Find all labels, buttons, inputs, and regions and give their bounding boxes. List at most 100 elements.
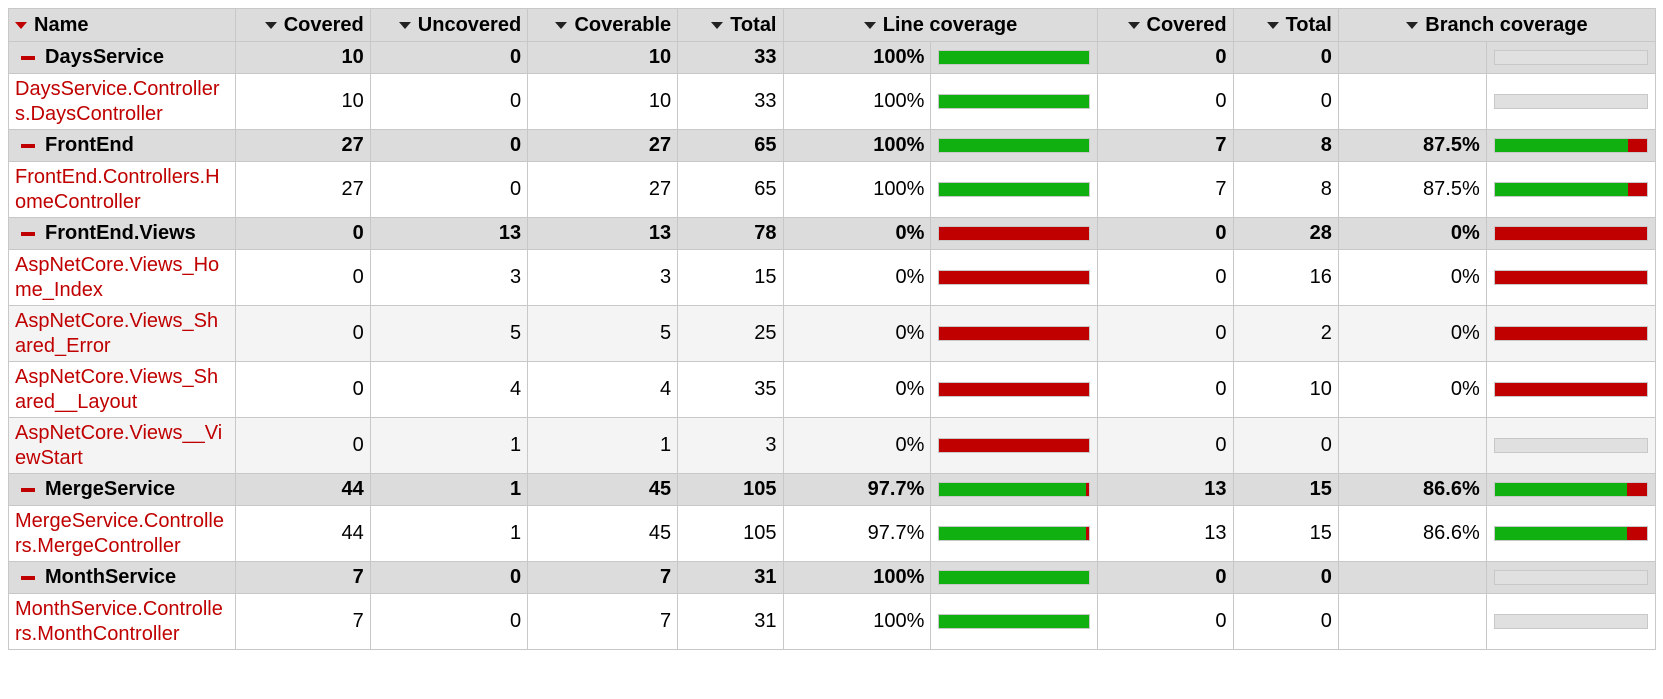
branch-covered-cell: 0 [1097,361,1234,418]
branch-coverage-percent: 0% [1337,217,1487,250]
branch-coverage-percent-value: 86.6% [1423,522,1480,544]
line-coverage-percent: 100% [782,161,932,218]
class-name-link[interactable]: MonthService.Controllers.MonthController [15,597,223,645]
class-name-cell[interactable]: FrontEnd.Controllers.HomeController [8,161,236,218]
class-name-link[interactable]: AspNetCore.Views_Shared__Layout [15,365,219,413]
assembly-name-cell: DaysService [8,41,236,74]
branch-total-cell: 0 [1232,73,1339,130]
uncovered-fill [939,327,1090,340]
coverable-cell: 27 [527,129,679,162]
branch-coverage-bar [1485,417,1657,474]
column-header-line-coverage[interactable]: Line coverage [782,8,1099,42]
uncovered-fill [1085,483,1090,496]
class-name-link[interactable]: MergeService.Controllers.MergeController [15,509,224,557]
line-coverage-percent: 0% [782,217,932,250]
branch-coverage-bar-track [1493,226,1648,241]
total-cell: 105 [677,473,784,506]
class-name-link[interactable]: AspNetCore.Views_Shared_Error [15,309,219,357]
class-name-link[interactable]: AspNetCore.Views_Home_Index [15,253,220,301]
uncovered-cell: 13 [369,217,529,250]
class-name-cell[interactable]: MergeService.Controllers.MergeController [8,505,236,562]
branch-coverage-percent-value: 87.5% [1423,134,1480,156]
uncovered-fill [939,271,1090,284]
branch-coverage-percent [1337,41,1487,74]
branch-coverage-bar-track [1493,182,1648,197]
branch-covered-cell: 0 [1097,593,1234,650]
line-coverage-percent: 97.7% [782,473,932,506]
line-coverage-percent-value: 100% [873,46,925,68]
class-name-cell[interactable]: DaysService.Controllers.DaysController [8,73,236,130]
branch-total-cell: 15 [1232,505,1339,562]
total-cell-value: 15 [754,266,777,288]
total-cell-value: 33 [754,90,777,112]
class-name-cell[interactable]: AspNetCore.Views__ViewStart [8,417,236,474]
coverable-cell-value: 10 [648,90,672,112]
uncovered-cell: 0 [369,593,529,650]
total-cell-value: 65 [754,134,777,156]
uncovered-cell: 5 [369,305,529,362]
assembly-row: DaysService 10 0 10 33 100% 0 0 [8,41,1657,74]
collapse-minus-icon[interactable] [21,575,35,580]
total-cell-value: 35 [754,378,777,400]
covered-cell: 0 [234,305,371,362]
coverable-cell: 7 [527,561,679,594]
covered-cell: 0 [234,361,371,418]
branch-covered-cell: 0 [1097,73,1234,130]
assembly-name: DaysService [45,46,164,68]
line-coverage-bar [930,361,1099,418]
branch-coverage-percent [1337,561,1487,594]
branch-total-cell: 16 [1232,249,1339,306]
covered-cell: 7 [234,561,371,594]
uncovered-cell: 0 [369,129,529,162]
covered-cell: 27 [234,129,371,162]
uncovered-cell: 3 [369,249,529,306]
class-name-cell[interactable]: AspNetCore.Views_Shared_Error [8,305,236,362]
collapse-minus-icon[interactable] [21,231,35,236]
class-name-cell[interactable]: AspNetCore.Views_Shared__Layout [8,361,236,418]
line-coverage-percent: 0% [782,249,932,306]
uncovered-cell-value: 1 [510,434,522,456]
column-header-total[interactable]: Total [677,8,784,42]
uncovered-fill [1627,139,1647,152]
column-header-covered[interactable]: Covered [234,8,371,42]
line-coverage-percent: 100% [782,129,932,162]
column-header-name[interactable]: Name [8,8,236,42]
column-header-branch-covered[interactable]: Covered [1097,8,1234,42]
column-header-branch-coverage[interactable]: Branch coverage [1337,8,1657,42]
branch-covered-cell: 0 [1097,217,1234,250]
branch-coverage-bar [1485,161,1657,218]
column-header-branch-total[interactable]: Total [1232,8,1339,42]
uncovered-fill [1494,227,1647,240]
class-name-cell[interactable]: MonthService.Controllers.MonthController [8,593,236,650]
column-header-uncovered[interactable]: Uncovered [369,8,529,42]
branch-covered-cell-value: 7 [1215,178,1227,200]
assembly-name-cell: MergeService [8,473,236,506]
coverable-cell: 4 [527,361,679,418]
branch-coverage-bar-track [1493,50,1648,65]
class-name-cell[interactable]: AspNetCore.Views_Home_Index [8,249,236,306]
branch-covered-cell-value: 0 [1215,90,1227,112]
line-coverage-bar-track [938,270,1091,285]
line-coverage-percent-value: 0% [895,434,925,456]
class-name-link[interactable]: DaysService.Controllers.DaysController [15,77,220,125]
branch-covered-cell-value: 0 [1215,322,1227,344]
branch-total-cell-value: 15 [1309,478,1332,500]
assembly-name: MergeService [45,478,176,500]
collapse-minus-icon[interactable] [21,55,35,60]
branch-coverage-bar-track [1493,326,1648,341]
line-coverage-bar [930,161,1099,218]
covered-fill [939,527,1086,540]
collapse-minus-icon[interactable] [21,487,35,492]
sort-desc-icon [555,21,568,29]
column-header-coverable[interactable]: Coverable [527,8,679,42]
line-coverage-bar-track [938,226,1091,241]
collapse-minus-icon[interactable] [21,143,35,148]
uncovered-cell-value: 0 [510,610,522,632]
branch-coverage-bar [1485,217,1657,250]
class-name-link[interactable]: FrontEnd.Controllers.HomeController [15,165,220,213]
branch-total-cell-value: 15 [1309,522,1332,544]
assembly-name: FrontEnd [45,134,134,156]
branch-coverage-bar [1485,561,1657,594]
class-name-link[interactable]: AspNetCore.Views__ViewStart [15,421,223,469]
branch-coverage-bar [1485,305,1657,362]
